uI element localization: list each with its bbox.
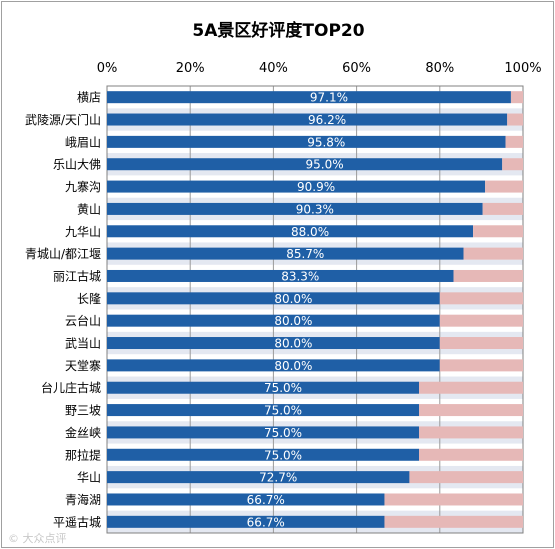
bar [107, 247, 464, 260]
bar-remainder [439, 337, 523, 350]
bar-remainder [507, 113, 523, 126]
x-tick-label: 80% [425, 61, 454, 76]
data-label: 75.0% [264, 448, 302, 462]
bar-remainder [485, 180, 523, 193]
category-label: 黄山 [77, 202, 101, 216]
data-label: 75.0% [264, 404, 302, 418]
x-tick-label: 20% [176, 61, 205, 76]
bar [107, 269, 454, 282]
data-label: 90.3% [296, 202, 334, 216]
category-label: 天堂寨 [65, 358, 101, 373]
chart-title: 5A景区好评度TOP20 [192, 21, 365, 41]
bar-remainder [482, 202, 523, 215]
data-label: 95.0% [306, 158, 344, 172]
data-label: 80.0% [274, 292, 312, 306]
bar [107, 337, 440, 350]
data-label: 80.0% [274, 337, 312, 351]
x-tick-label: 60% [342, 61, 371, 76]
category-label: 青城山/都江堰 [25, 247, 101, 261]
bar-remainder [510, 91, 523, 104]
data-label: 83.3% [281, 269, 319, 283]
bar-remainder [384, 493, 523, 506]
category-label: 九寨沟 [65, 179, 101, 194]
category-label: 野三坡 [65, 404, 101, 418]
watermark: © 大众点评 [8, 532, 67, 545]
plot-border [106, 85, 524, 534]
data-label: 85.7% [286, 247, 324, 261]
bar-remainder [419, 448, 523, 461]
bar-remainder [439, 314, 523, 327]
bar-remainder [453, 269, 523, 282]
category-label: 华山 [77, 471, 101, 485]
bar [107, 225, 474, 238]
bar-remainder [439, 292, 523, 305]
data-label: 90.9% [297, 180, 335, 194]
bar [107, 448, 419, 461]
bar [107, 515, 385, 528]
x-tick-label: 40% [259, 61, 288, 76]
x-tick-label: 0% [97, 61, 118, 76]
category-label: 横店 [77, 91, 101, 105]
bar-remainder [384, 515, 523, 528]
category-label: 青海湖 [65, 492, 101, 507]
bar-remainder [409, 471, 523, 484]
bar-remainder [502, 158, 523, 171]
data-label: 88.0% [291, 225, 329, 239]
bar [107, 113, 508, 126]
bar [107, 158, 503, 171]
x-tick-label: 100% [504, 61, 541, 76]
data-label: 75.0% [264, 426, 302, 440]
bar [107, 135, 506, 148]
bar-remainder [419, 404, 523, 417]
bar [107, 202, 483, 215]
bar-remainder [419, 426, 523, 439]
category-label: 乐山大佛 [53, 158, 101, 172]
bar [107, 314, 440, 327]
data-label: 96.2% [308, 113, 346, 127]
bar-remainder [439, 359, 523, 372]
bar [107, 471, 410, 484]
category-label: 那拉提 [65, 447, 101, 462]
category-label: 台儿庄古城 [41, 380, 101, 395]
category-label: 峨眉山 [65, 135, 101, 149]
data-label: 80.0% [274, 314, 312, 328]
bar [107, 381, 419, 394]
data-label: 95.8% [307, 135, 345, 149]
category-label: 金丝峡 [65, 425, 101, 440]
bar-remainder [505, 135, 523, 148]
category-label: 云台山 [65, 313, 101, 328]
bar [107, 91, 511, 104]
data-label: 66.7% [247, 493, 285, 507]
category-label: 武当山 [65, 337, 101, 351]
data-label: 80.0% [274, 359, 312, 373]
bar [107, 292, 440, 305]
data-label: 66.7% [247, 515, 285, 529]
category-label: 九华山 [65, 225, 101, 239]
bar [107, 404, 419, 417]
bar-remainder [473, 225, 523, 238]
bar-remainder [463, 247, 523, 260]
category-label: 长隆 [77, 291, 101, 306]
data-label: 97.1% [310, 91, 348, 105]
category-label: 武陵源/天门山 [25, 112, 101, 127]
bar [107, 359, 440, 372]
category-label: 平遥古城 [53, 514, 101, 529]
bar-remainder [419, 381, 523, 394]
data-label: 75.0% [264, 381, 302, 395]
bar [107, 426, 419, 439]
category-label: 丽江古城 [53, 268, 101, 283]
bar [107, 180, 486, 193]
data-label: 72.7% [259, 471, 297, 485]
bar [107, 493, 385, 506]
